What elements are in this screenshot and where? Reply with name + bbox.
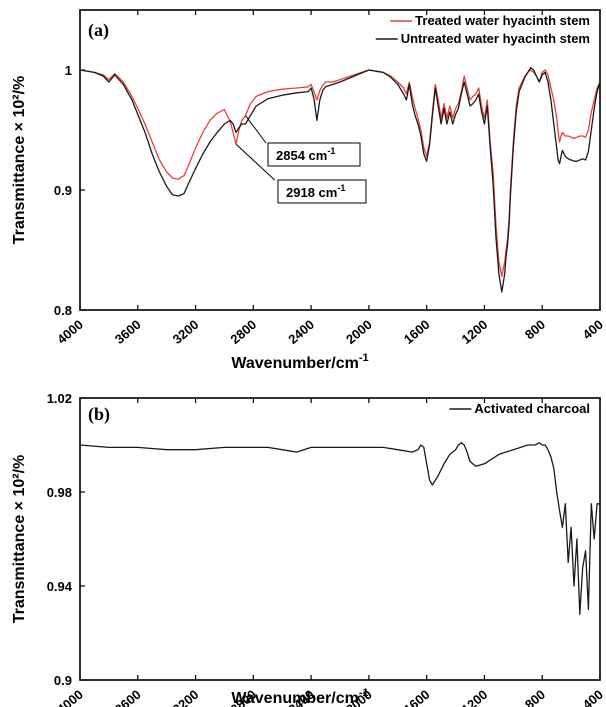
x-tick-label: 3600 [112, 687, 144, 707]
y-tick-label: 0.9 [54, 673, 72, 688]
plot-frame [79, 9, 601, 311]
x-tick-label: 400 [580, 687, 606, 707]
y-tick-label: 0.9 [54, 183, 72, 198]
x-tick-label: 2000 [343, 317, 375, 347]
y-tick-label: 0.8 [54, 303, 72, 318]
y-tick-label: 0.94 [47, 579, 73, 594]
x-tick-label: 3200 [170, 317, 202, 347]
x-tick-label: 2800 [227, 317, 259, 347]
x-tick-label: 800 [522, 317, 548, 342]
x-tick-label: 4000 [54, 317, 86, 347]
x-axis-title: Wavenumber/cm-1 [231, 352, 368, 372]
annotation-label: 2854 cm-1 [276, 146, 335, 163]
series-line-2 [80, 66, 600, 293]
annotation-leader [235, 144, 275, 181]
y-tick-label: 1.02 [47, 391, 72, 406]
x-tick-label: 1200 [459, 317, 491, 347]
panel-label: (b) [88, 404, 110, 425]
annotation-box [277, 179, 367, 204]
annotation-label: 2918 cm-1 [286, 183, 345, 200]
annotation-box [267, 142, 361, 167]
x-tick-label: 4000 [54, 687, 86, 707]
x-tick-label: 400 [580, 317, 606, 342]
annotation-leader [245, 115, 267, 144]
x-tick-label: 3600 [112, 317, 144, 347]
x-tick-label: 800 [522, 687, 548, 707]
panel-a: 4000 3600 3200 2800 2400 2000 1600 1200 800 400 0.… [11, 9, 606, 372]
panel-label: (a) [88, 20, 109, 41]
legend-entry-label: Activated charcoal [474, 401, 590, 416]
x-tick-label: 1600 [401, 687, 433, 707]
y-tick-label: 0.98 [47, 485, 72, 500]
y-axis-title: Transmittance × 10²/% [11, 76, 28, 245]
x-axis-title: Wavenumber/cm-1 [231, 687, 368, 707]
x-tick-label: 1600 [401, 317, 433, 347]
y-axis-title: Transmittance × 10²/% [11, 455, 28, 624]
x-tick-label: 1200 [459, 687, 491, 707]
y-tick-label: 1 [65, 63, 72, 78]
panel-b: 4000 3600 3200 2800 2400 2000 1600 1200 800 4000.… [11, 391, 606, 707]
x-tick-label: 2400 [285, 317, 317, 347]
series-line-1 [80, 69, 600, 278]
plot-frame [79, 397, 601, 681]
legend-entry-label: Treated water hyacinth stem [415, 13, 590, 28]
x-tick-label: 3200 [170, 687, 202, 707]
series-line-1 [80, 442, 600, 615]
legend-entry-label: Untreated water hyacinth stem [401, 31, 590, 46]
